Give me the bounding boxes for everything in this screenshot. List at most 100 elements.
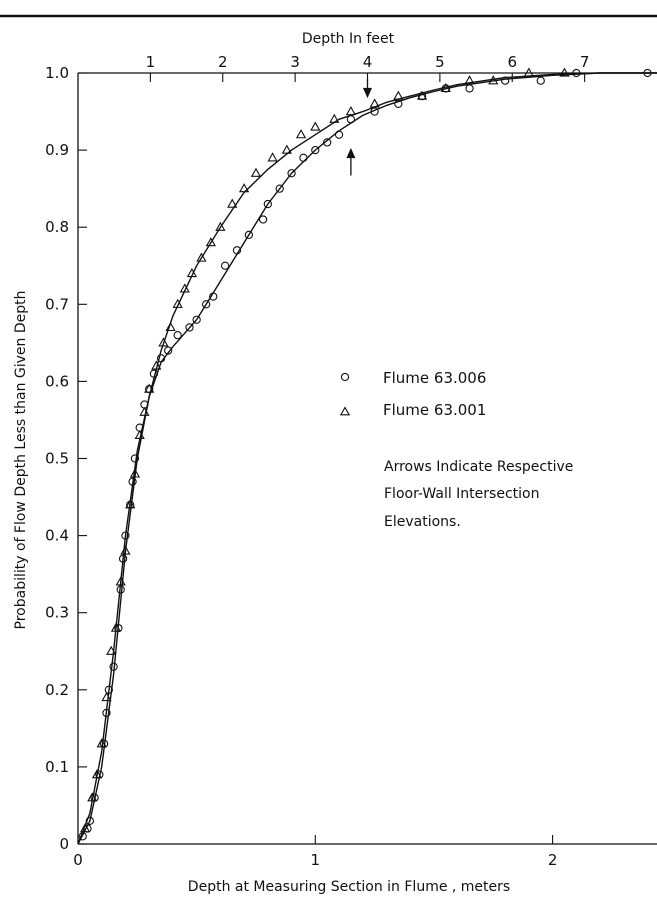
- point-flume-63-006: [149, 369, 159, 378]
- point-flume-63-006: [128, 477, 137, 486]
- legend-triangle-marker: [339, 406, 351, 416]
- point-flume-63-006: [201, 300, 211, 309]
- point-flume-63-006: [78, 832, 87, 841]
- floor-wall-arrow-1: [363, 78, 372, 99]
- point-flume-63-001: [120, 545, 131, 555]
- point-flume-63-006: [130, 454, 140, 463]
- point-flume-63-001: [96, 738, 107, 748]
- point-flume-63-001: [110, 622, 122, 632]
- point-flume-63-001: [179, 283, 190, 293]
- point-flume-63-001: [393, 90, 404, 100]
- point-flume-63-001: [310, 121, 321, 131]
- top-x-tick-label: 2: [218, 53, 228, 71]
- legend-label-flume-63-006: Flume 63.006: [383, 369, 486, 387]
- point-flume-63-001: [165, 321, 176, 332]
- point-flume-63-001: [139, 406, 150, 416]
- y-tick-label: 0.6: [45, 372, 69, 390]
- legend: Flume 63.006 Flume 63.001: [339, 369, 486, 419]
- point-flume-63-006: [275, 184, 284, 193]
- point-flume-63-001: [416, 90, 428, 100]
- point-flume-63-006: [118, 554, 128, 563]
- point-flume-63-006: [244, 230, 254, 240]
- point-flume-63-006: [121, 531, 130, 540]
- data-markers: [78, 67, 652, 841]
- point-flume-63-001: [91, 769, 103, 779]
- fitted-curves: [77, 72, 657, 845]
- point-flume-63-006: [536, 76, 545, 85]
- point-flume-63-001: [205, 237, 217, 247]
- point-flume-63-006: [164, 346, 173, 355]
- point-flume-63-001: [295, 129, 307, 139]
- y-axis-title: Probability of Flow Depth Less than Give…: [13, 291, 29, 630]
- note-line-2: Floor-Wall Intersection: [384, 486, 539, 502]
- point-flume-63-001: [267, 152, 278, 162]
- point-flume-63-001: [369, 98, 380, 108]
- point-flume-63-001: [144, 383, 155, 393]
- y-tick-label: 0.4: [45, 527, 69, 545]
- point-flume-63-006: [394, 99, 403, 108]
- top-x-tick-label: 5: [435, 53, 445, 71]
- note-line-1: Arrows Indicate Respective: [384, 459, 573, 475]
- point-flume-63-006: [185, 323, 194, 332]
- point-flume-63-006: [263, 199, 272, 209]
- point-flume-63-001: [523, 67, 534, 77]
- point-flume-63-006: [209, 292, 218, 301]
- point-flume-63-006: [334, 130, 344, 139]
- top-x-tick-label: 6: [507, 53, 517, 71]
- point-flume-63-006: [311, 145, 320, 155]
- point-flume-63-001: [250, 167, 262, 177]
- top-x-tick-label: 4: [363, 53, 373, 71]
- point-flume-63-001: [125, 499, 136, 509]
- y-tick-label: 0.9: [45, 141, 69, 159]
- floor-wall-arrow-2: [346, 147, 356, 176]
- point-flume-63-001: [196, 252, 207, 262]
- point-flume-63-001: [281, 144, 292, 154]
- point-flume-63-006: [370, 107, 379, 116]
- top-x-tick-label: 7: [580, 53, 590, 71]
- top-x-tick-label: 1: [146, 53, 156, 71]
- point-flume-63-006: [116, 585, 125, 594]
- point-flume-63-001: [227, 198, 238, 208]
- point-flume-63-001: [129, 468, 141, 478]
- point-flume-63-006: [85, 816, 95, 826]
- point-flume-63-006: [156, 354, 166, 363]
- y-tick-label: 0.7: [45, 295, 69, 313]
- point-flume-63-001: [186, 267, 198, 278]
- note-line-3: Elevations.: [384, 514, 461, 530]
- point-flume-63-006: [465, 84, 474, 93]
- point-flume-63-001: [238, 183, 250, 193]
- x-tick-label: 1: [311, 851, 321, 869]
- axes: 0 0.1 0.2 0.3 0.4 0.5 0.6 0.7 0.8 0.9 1.0 0 1 2 1 2 3 4 5 6…: [45, 53, 657, 869]
- point-flume-63-006: [102, 708, 111, 718]
- point-flume-63-006: [572, 68, 581, 78]
- x-tick-label: 0: [73, 851, 83, 869]
- point-flume-63-001: [80, 823, 91, 833]
- point-flume-63-001: [134, 429, 145, 439]
- legend-circle-marker: [340, 372, 350, 382]
- point-flume-63-001: [440, 82, 451, 93]
- point-flume-63-006: [104, 685, 113, 694]
- point-flume-63-001: [215, 221, 226, 231]
- arrow-note: Arrows Indicate Respective Floor-Wall In…: [384, 459, 573, 530]
- curve-flume-63-006: [77, 72, 657, 845]
- y-tick-label: 0: [59, 835, 69, 853]
- y-tick-label: 0.5: [45, 450, 69, 468]
- y-tick-label: 0.2: [45, 681, 69, 699]
- point-flume-63-001: [151, 360, 162, 370]
- point-flume-63-006: [192, 315, 201, 324]
- y-tick-label: 0.1: [45, 758, 69, 776]
- point-flume-63-001: [329, 113, 340, 123]
- point-flume-63-001: [87, 792, 98, 802]
- bottom-axis-title: Depth at Measuring Section in Flume , me…: [188, 879, 510, 895]
- point-flume-63-006: [109, 662, 118, 671]
- point-flume-63-006: [220, 261, 230, 270]
- point-flume-63-001: [172, 298, 183, 308]
- y-tick-label: 0.3: [45, 604, 69, 622]
- point-flume-63-006: [287, 169, 296, 178]
- point-flume-63-006: [500, 76, 510, 85]
- y-tick-label: 1.0: [45, 64, 69, 82]
- point-flume-63-006: [258, 215, 268, 224]
- point-flume-63-001: [158, 337, 169, 347]
- point-flume-63-001: [345, 106, 357, 116]
